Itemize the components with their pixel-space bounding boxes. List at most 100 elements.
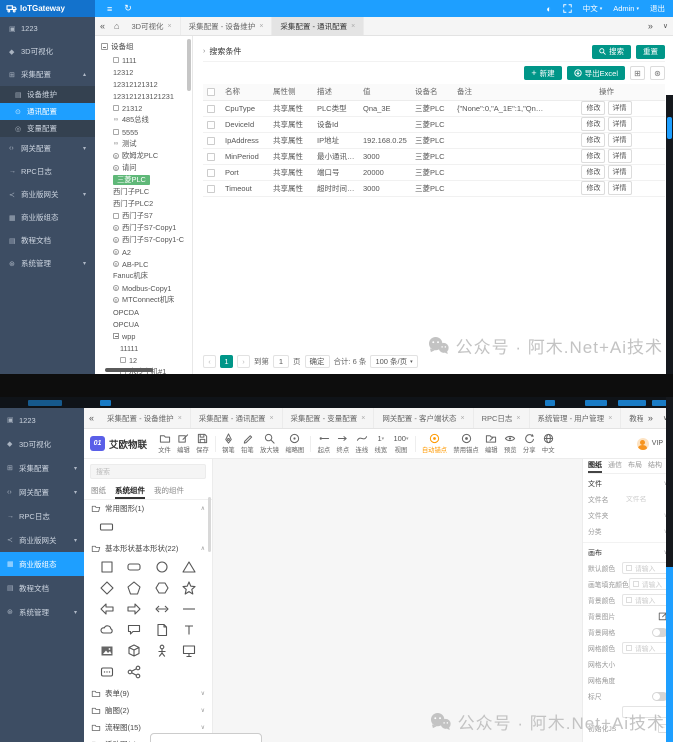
shape-text-icon[interactable] [181, 622, 197, 638]
sidebar-item[interactable]: ▣ 1223 [0, 408, 84, 432]
close-icon[interactable]: × [351, 22, 356, 30]
tree-item[interactable]: 西门子S7-Copy1-C [95, 234, 192, 246]
category-select[interactable]: ∨ [664, 528, 668, 535]
file-section-header[interactable]: 文件∨ [588, 476, 668, 491]
shape-pentagon-icon[interactable] [126, 580, 142, 596]
edit-button[interactable]: 修改 [581, 101, 606, 115]
detail-button[interactable]: 详情 [607, 165, 632, 179]
fullscreen-icon[interactable] [563, 4, 572, 13]
theme-icon[interactable]: ◐ [546, 3, 552, 14]
edit-button[interactable]: 修改 [581, 181, 606, 195]
panel-scrollbar[interactable] [208, 497, 211, 552]
row-checkbox[interactable] [207, 120, 215, 129]
shape-message-icon[interactable] [126, 622, 142, 638]
sidebar-item[interactable]: ⊞ 采集配置 ▴ [0, 63, 95, 86]
sidebar-item[interactable]: ◎ 变量配置 [0, 120, 95, 137]
detail-button[interactable]: 详情 [607, 117, 632, 131]
search-condition-toggle[interactable]: › 搜索条件 [203, 47, 242, 56]
tool-language[interactable]: 中文 [539, 433, 558, 454]
tool-magnifier[interactable]: 放大镜 [257, 433, 282, 454]
tree-item[interactable]: 11111 [95, 342, 192, 354]
shape-share-icon[interactable] [126, 664, 142, 680]
logout-button[interactable]: 退出 [650, 4, 665, 13]
shape-star-icon[interactable] [181, 580, 197, 596]
page-tab[interactable]: 采集配置 - 变量配置 × [282, 408, 375, 428]
home-tab-icon[interactable]: ⌂ [114, 21, 120, 31]
tool-connect-line[interactable]: 连线 [352, 433, 371, 454]
tree-item[interactable]: Modbus-Copy1 [95, 282, 192, 294]
shape-arrow-double-icon[interactable] [154, 601, 170, 617]
vip-account[interactable]: VIP [636, 437, 667, 450]
bg-grid-toggle[interactable] [652, 627, 668, 637]
tree-item[interactable]: 测试 [95, 138, 192, 150]
language-switcher[interactable]: 中文 ▾ [582, 4, 603, 13]
component-section[interactable]: 活动图(8) ∨ [84, 736, 212, 742]
page-tab[interactable]: 采集配置 - 设备维护 × [99, 408, 191, 428]
shape-diamond-icon[interactable] [99, 580, 115, 596]
color-swatch[interactable] [626, 565, 632, 571]
page-tab[interactable]: 采集配置 - 通讯配置 × [190, 408, 283, 428]
sidebar-item[interactable]: ▤ 教程文档 [0, 576, 84, 600]
sidebar-item[interactable]: ⊙ 通讯配置 [0, 103, 95, 120]
row-checkbox[interactable] [207, 168, 215, 177]
select-all-checkbox[interactable] [207, 88, 215, 97]
detail-button[interactable]: 详情 [607, 133, 632, 147]
page-tab[interactable]: 采集配置 - 通讯配置 × [272, 17, 365, 35]
page-1-button[interactable]: 1 [220, 355, 233, 368]
sidebar-item[interactable]: ◆ 3D可视化 [0, 40, 95, 63]
tool-file[interactable]: 文件 [155, 433, 174, 454]
properties-tab[interactable]: 布局 [628, 462, 642, 469]
row-checkbox[interactable] [207, 152, 215, 161]
row-checkbox[interactable] [207, 104, 215, 113]
tree-item[interactable]: 5555 [95, 126, 192, 138]
sidebar-item[interactable]: ▣ 1223 [0, 17, 95, 40]
color-swatch[interactable] [626, 645, 632, 651]
jump-confirm-button[interactable]: 确定 [304, 355, 330, 368]
shape-rectangle-icon[interactable] [99, 519, 115, 535]
edit-button[interactable]: 修改 [581, 133, 606, 147]
tree-item[interactable]: 21312 [95, 102, 192, 114]
sidebar-item[interactable]: ⊞ 采集配置 ▾ [0, 456, 84, 480]
tool-view-zoom[interactable]: 100 ▾ 视图 [393, 434, 409, 454]
export-excel-button[interactable]: 导出Excel [566, 66, 625, 80]
sidebar-item[interactable]: ▦ 商业版组态 [0, 552, 84, 576]
user-menu[interactable]: Admin ▾ [613, 4, 639, 13]
tool-disable-anchor[interactable]: 禁用锚点 [450, 433, 482, 454]
detail-button[interactable]: 详情 [607, 149, 632, 163]
page-tab[interactable]: 3D可视化 × [123, 17, 181, 35]
table-settings-button[interactable]: ⊛ [650, 66, 665, 80]
tool-line-width[interactable]: 1 ▾ 线宽 [374, 434, 388, 454]
tool-edit[interactable]: 编辑 [174, 433, 193, 454]
row-checkbox[interactable] [207, 184, 215, 193]
tree-item[interactable]: 请问 [95, 162, 192, 174]
tool-preview[interactable]: 预览 [501, 433, 520, 454]
color-swatch[interactable] [632, 581, 639, 587]
shape-circle-icon[interactable] [154, 559, 170, 575]
sidebar-item[interactable]: ▦ 商业版组态 [0, 206, 95, 229]
component-section[interactable]: 流程图(15) ∨ [84, 719, 212, 736]
component-tab[interactable]: 系统组件 [115, 483, 145, 499]
shape-person-icon[interactable] [154, 643, 170, 659]
column-settings-button[interactable]: ⊞ [630, 66, 645, 80]
tabs-menu-icon[interactable]: ∨ [658, 414, 673, 422]
tree-root[interactable]: 设备组 [95, 36, 192, 54]
shape-monitor-icon[interactable] [181, 643, 197, 659]
properties-tab[interactable]: 通信 [608, 462, 622, 469]
tree-item[interactable]: 12 [95, 354, 192, 366]
app-logo[interactable]: IoTGateway [0, 0, 95, 17]
page-tab[interactable]: 采集配置 - 设备维护 × [180, 17, 273, 35]
close-icon[interactable]: × [361, 414, 366, 422]
tool-edit-mode[interactable]: 编辑 [482, 433, 501, 454]
sidebar-item[interactable]: ▤ 设备维护 [0, 86, 95, 103]
shape-square-icon[interactable] [99, 559, 115, 575]
tree-item[interactable]: 1111 [95, 54, 192, 66]
tree-item[interactable]: 12312121312 [95, 78, 192, 90]
tool-pen[interactable]: 钢笔 [219, 433, 238, 454]
color-swatch[interactable] [626, 597, 632, 603]
tabs-scroll-left-icon[interactable]: « [100, 21, 106, 31]
section-basic-shapes[interactable]: 基本形状基本形状(22) ∧ [84, 540, 212, 557]
scroll-thumb[interactable] [667, 117, 672, 139]
sidebar-item[interactable]: → RPC日志 [0, 504, 84, 528]
tree-item[interactable]: 123121213121231 [95, 90, 192, 102]
shape-hexagon-icon[interactable] [154, 580, 170, 596]
